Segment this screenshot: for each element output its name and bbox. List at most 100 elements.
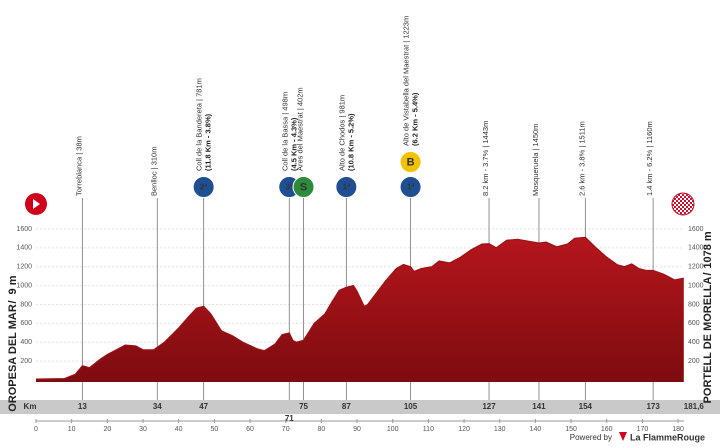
badge-text: S — [300, 181, 307, 193]
km-label: 47 — [199, 402, 208, 411]
finish-altitude: 1078 m — [702, 231, 714, 269]
x-tick-label: 60 — [246, 426, 254, 433]
y-tick-label: 1600 — [16, 226, 32, 233]
y-tick-label: 1400 — [16, 245, 32, 252]
finish-km: 181,6 — [684, 402, 705, 411]
km-title: Km — [24, 402, 37, 411]
km-label: 105 — [404, 402, 418, 411]
x-tick-label: 30 — [139, 426, 147, 433]
x-tick-label: 40 — [175, 426, 183, 433]
waypoint-label: Alto de Chodos | 981m (10.8 Km - 5.2%) — [337, 95, 355, 171]
km-label: 75 — [299, 402, 308, 411]
x-tick-label: 160 — [601, 426, 613, 433]
x-tick-label: 180 — [672, 426, 684, 433]
x-tick-label: 150 — [565, 426, 577, 433]
y-tick-label-right: 1400 — [688, 245, 704, 252]
badge-text: 3ª — [286, 183, 293, 192]
waypoint-name: 2.6 km - 3.8% | 1511m — [577, 121, 586, 196]
km-label: 34 — [153, 402, 162, 411]
finish-sep: / — [702, 272, 714, 275]
x-tick-label: 90 — [353, 426, 361, 433]
waypoint-name: Coll de la Bandereta | 781m — [195, 78, 204, 171]
x-tick-label: 0 — [34, 426, 38, 433]
y-tick-label: 800 — [20, 301, 32, 308]
x-tick-label: 130 — [494, 426, 506, 433]
waypoint-name: Mosqueruela | 1450m — [531, 124, 540, 196]
y-tick-label-right: 600 — [688, 320, 700, 327]
waypoint-name: Coll de la Bassa | 498m — [280, 92, 289, 171]
x-tick-label: 170 — [637, 426, 649, 433]
x-tick-label: 20 — [103, 426, 111, 433]
km-label: 71 — [285, 414, 294, 423]
finish-name: PORTELL DE MORELLA — [702, 276, 714, 403]
km-label: 154 — [579, 402, 593, 411]
waypoint-name: 1.4 km - 6.2% | 1160m — [645, 121, 654, 196]
y-tick-label-right: 1000 — [688, 282, 704, 289]
waypoint-label: Coll de la Bassa | 498m (4.5 Km - 4.3%) — [280, 92, 298, 171]
start-name: OROPESA DEL MAR — [7, 304, 19, 412]
km-label: 87 — [342, 402, 351, 411]
x-tick-label: 100 — [387, 426, 399, 433]
powered-by: Powered by — [570, 433, 612, 442]
waypoint-name: Alto de Vistabella del Maestrat | 1223m — [402, 16, 411, 146]
waypoint-detail: (6.2 Km - 5.4%) — [411, 92, 420, 146]
badge — [292, 176, 315, 198]
brand: La FlammeRouge — [630, 432, 705, 442]
x-tick-label: 140 — [530, 426, 542, 433]
waypoint-name: Torreblanca | 38m — [74, 136, 83, 196]
y-tick-label: 400 — [20, 339, 32, 346]
x-tick-label: 80 — [317, 426, 325, 433]
badge — [192, 176, 215, 198]
waypoint-detail: (10.8 Km - 5.2%) — [346, 113, 355, 171]
waypoint-label: Mosqueruela | 1450m — [531, 124, 540, 196]
y-tick-label-right: 1200 — [688, 264, 704, 271]
y-tick-label-right: 400 — [688, 339, 700, 346]
y-tick-label-right: 200 — [688, 358, 700, 365]
x-tick-label: 110 — [423, 426, 434, 433]
x-tick-label: 70 — [282, 426, 290, 433]
badge — [335, 176, 358, 198]
waypoint-name: Alto de Chodos | 981m — [337, 95, 346, 171]
finish-icon — [671, 192, 695, 216]
waypoint-name: 8.2 km - 3.7% | 1443m — [481, 121, 490, 196]
badge — [399, 176, 422, 198]
waypoint-detail: (4.5 Km - 4.3%) — [289, 117, 298, 171]
start-arrow — [33, 199, 40, 209]
km-label: 13 — [78, 402, 87, 411]
start-sep: / — [7, 300, 19, 303]
waypoint-label: 1.4 km - 6.2% | 1160m — [645, 121, 654, 196]
profile-fill — [36, 237, 684, 382]
brand-logo — [619, 432, 627, 441]
x-tick-label: 120 — [458, 426, 470, 433]
waypoint-label: Benlloc | 310m — [149, 147, 158, 196]
x-tick-label: 10 — [68, 426, 76, 433]
badge-text: 2ª — [200, 183, 207, 192]
y-tick-label-right: 1600 — [688, 226, 704, 233]
waypoint-label: Coll de la Bandereta | 781m (11.8 Km - 3.… — [195, 78, 213, 171]
km-label: 127 — [482, 402, 496, 411]
waypoint-label: Ares del Maestrat | 402m — [296, 87, 305, 171]
waypoint-name: Ares del Maestrat | 402m — [296, 87, 305, 171]
y-tick-label: 1000 — [16, 282, 32, 289]
waypoint-label: 2.6 km - 3.8% | 1511m — [577, 121, 586, 196]
waypoint-label: Alto de Vistabella del Maestrat | 1223m(… — [402, 16, 420, 146]
waypoint-label: Torreblanca | 38m — [74, 136, 83, 196]
y-tick-label-right: 800 — [688, 301, 700, 308]
waypoint-detail: (11.8 Km - 3.8%) — [204, 113, 213, 171]
x-tick-label: 50 — [210, 426, 218, 433]
waypoint-label: 8.2 km - 3.7% | 1443m — [481, 121, 490, 196]
y-tick-label: 600 — [20, 320, 32, 327]
badge — [399, 151, 422, 173]
km-label: 173 — [646, 402, 660, 411]
y-tick-label: 1200 — [16, 264, 32, 271]
profile-line — [35, 236, 684, 380]
start-altitude: 9 m — [7, 275, 19, 294]
badge-text: B — [407, 156, 415, 168]
badge-text: 1ª — [407, 183, 414, 192]
waypoint-name: Benlloc | 310m — [149, 147, 158, 196]
start-label: OROPESA DEL MAR/ 9 m — [7, 275, 19, 411]
badge-text: 1ª — [343, 183, 350, 192]
km-label: 141 — [532, 402, 546, 411]
finish-label: PORTELL DE MORELLA/ 1078 m — [702, 231, 714, 403]
